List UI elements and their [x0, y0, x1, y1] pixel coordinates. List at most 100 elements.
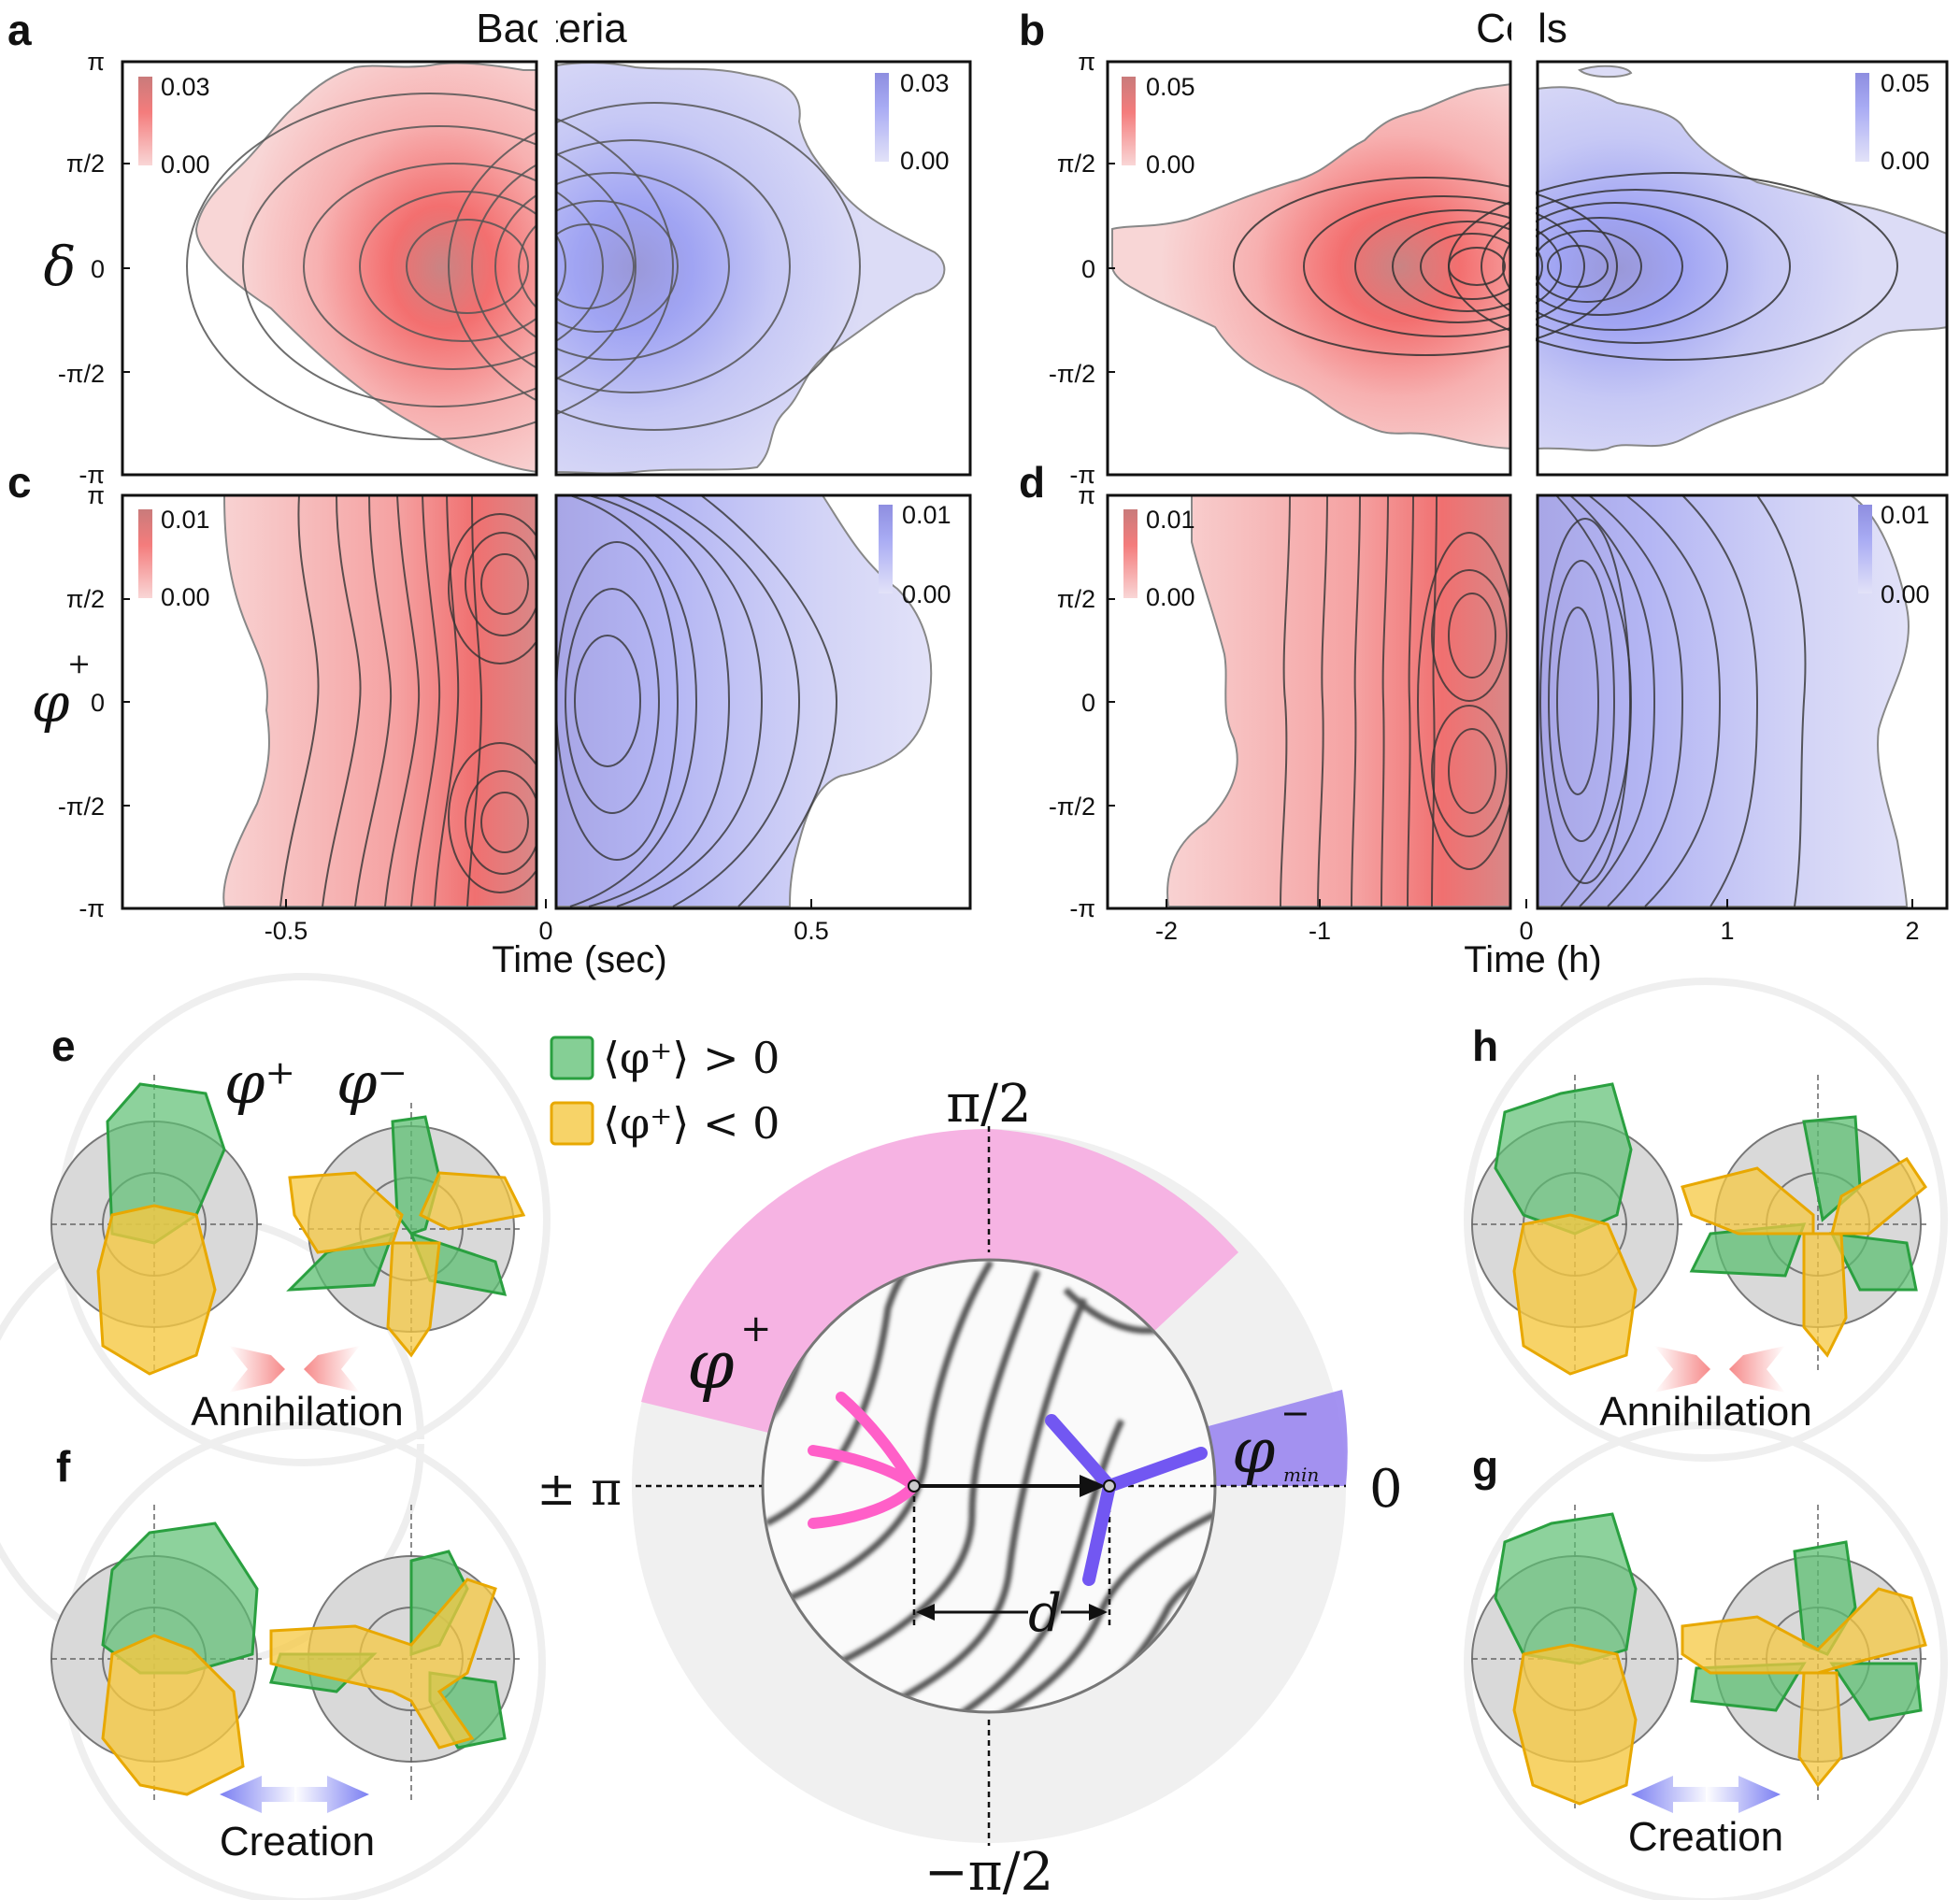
diagram-left-label: ± π: [536, 1462, 622, 1516]
cb-a-red-min: 0.00: [161, 150, 210, 179]
diagram-right-label: 0: [1369, 1459, 1403, 1520]
xtitle-cells: Time (h): [1464, 939, 1601, 980]
ytick-b-1: π: [1078, 48, 1095, 76]
contour-fill-c-red: [222, 494, 538, 907]
xtick-bac-1: -0.5: [265, 917, 308, 945]
diagram-phi-plus-sup: +: [740, 1307, 772, 1350]
legend-swatch-yellow: [550, 1101, 594, 1146]
ytick-b-5: -π: [1069, 461, 1095, 489]
ytick-b-3: 0: [1081, 255, 1095, 283]
y-label-phi: φ: [32, 671, 70, 735]
ytick-d-5: -π: [1069, 894, 1095, 922]
cb-c-red-max: 0.01: [161, 506, 210, 534]
ytick-d-3: 0: [1081, 689, 1095, 717]
contour-fill-a-red: [194, 62, 538, 474]
panel-letter-f: f: [56, 1442, 71, 1491]
ytick-c-4: -π/2: [58, 793, 105, 821]
contour-fill-d-red: [1166, 494, 1512, 907]
xtick-cell-4: 1: [1720, 917, 1734, 945]
contour-fill-b-blue: [1537, 86, 1948, 451]
polar-g-left: [1471, 1505, 1682, 1808]
cb-b-red-min: 0.00: [1146, 150, 1195, 179]
panel-b: 0.05 0.00 0.05 0.00: [1106, 0, 1949, 486]
label-annihilation-h: Annihilation: [1599, 1389, 1812, 1435]
xtick-cell-2: -1: [1309, 917, 1331, 945]
legend-yellow-label: ⟨φ⁺⟩ < 0: [603, 1098, 780, 1149]
polar-f-right: [269, 1505, 523, 1804]
polar-g-right: [1681, 1505, 1930, 1804]
cb-c-blue-min: 0.00: [902, 580, 951, 608]
polar-e-right: [286, 1103, 526, 1358]
cb-b-red-max: 0.05: [1146, 73, 1195, 101]
xtitle-bacteria: Time (sec): [492, 939, 666, 980]
ytick-c-5: -π: [79, 894, 105, 922]
ytick-c-1: π: [87, 481, 105, 509]
center-diagram: d π/2 −π/2 ± π 0 φ + φ − min: [536, 1074, 1402, 1900]
polar-e-left: [50, 1075, 262, 1376]
panel-c: 0.01 0.00 0.01 0.00: [121, 481, 972, 921]
label-creation-f: Creation: [220, 1819, 375, 1864]
panel-letter-e: e: [51, 1021, 76, 1070]
xtick-cell-1: -2: [1155, 917, 1178, 945]
contour-fill-c-blue: [555, 494, 933, 907]
xtick-cell-3: 0: [1519, 917, 1533, 945]
xtick-bac-2: 0: [538, 917, 552, 945]
panel-letter-d: d: [1019, 458, 1045, 507]
panel-a: 0.03 0.00 0.03 0.00: [121, 0, 972, 486]
ytick-b-2: π/2: [1057, 150, 1095, 178]
legend: ⟨φ⁺⟩ > 0 ⟨φ⁺⟩ < 0: [550, 1033, 780, 1149]
label-annihilation-e: Annihilation: [191, 1389, 404, 1435]
xtick-cell-5: 2: [1905, 917, 1919, 945]
panel-letter-h: h: [1472, 1021, 1498, 1070]
cb-c-blue-max: 0.01: [902, 501, 951, 529]
ytick-b-4: -π/2: [1049, 360, 1095, 388]
panel-letter-c: c: [7, 458, 32, 507]
diagram-phi-plus: φ: [687, 1325, 735, 1404]
polar-f-left: [50, 1505, 262, 1804]
cb-b-blue-max: 0.05: [1881, 69, 1930, 97]
cb-d-blue-max: 0.01: [1881, 501, 1930, 529]
ytick-a-4: -π/2: [58, 360, 105, 388]
diagram-phi-minus-sub: min: [1283, 1464, 1319, 1486]
polar-h-right: [1681, 1075, 1930, 1374]
cb-a-blue-min: 0.00: [900, 147, 950, 175]
ytick-d-4: -π/2: [1049, 793, 1095, 821]
cb-a-red-max: 0.03: [161, 73, 210, 101]
label-phi-minus-e: φ⁻: [336, 1049, 408, 1117]
cb-a-blue-max: 0.03: [900, 69, 950, 97]
y-ticks-d: π π/2 0 -π/2 -π: [1049, 481, 1095, 922]
contour-fill-d-blue: [1537, 494, 1910, 907]
label-phi-plus-e: φ⁺: [224, 1049, 295, 1117]
diagram-top-label: π/2: [946, 1074, 1031, 1135]
polar-h-left: [1471, 1075, 1682, 1376]
ytick-a-5: -π: [79, 461, 105, 489]
ytick-a-2: π/2: [66, 150, 105, 178]
cb-b-blue-min: 0.00: [1881, 147, 1930, 175]
ytick-d-1: π: [1078, 481, 1095, 509]
y-label-delta: δ: [44, 235, 77, 298]
distance-label: d: [1028, 1583, 1062, 1644]
diagram-bottom-label: −π/2: [924, 1842, 1053, 1900]
legend-green-label: ⟨φ⁺⟩ > 0: [603, 1033, 780, 1083]
y-ticks-b: π π/2 0 -π/2 -π: [1049, 48, 1095, 489]
y-ticks-c: π π/2 0 -π/2 -π: [58, 481, 105, 922]
panel-letter-b: b: [1019, 6, 1045, 54]
diagram-phi-minus: φ: [1232, 1415, 1275, 1487]
diagram-phi-minus-sup: −: [1280, 1393, 1310, 1434]
ytick-d-2: π/2: [1057, 585, 1095, 613]
ytick-a-3: 0: [91, 255, 105, 283]
minus-half-defect: [1045, 1414, 1208, 1586]
legend-swatch-green: [550, 1036, 594, 1080]
xtick-bac-3: 0.5: [794, 917, 829, 945]
y-ticks-a: π π/2 0 -π/2 -π: [58, 48, 105, 489]
panel-letter-a: a: [7, 6, 32, 54]
cb-d-blue-min: 0.00: [1881, 580, 1930, 608]
y-label-phi-sup: +: [67, 648, 91, 680]
ytick-a-1: π: [87, 48, 105, 76]
ytick-c-3: 0: [91, 689, 105, 717]
cb-d-red-max: 0.01: [1146, 506, 1195, 534]
panel-letter-g: g: [1472, 1442, 1498, 1491]
contour-fill-a-blue: [555, 62, 946, 475]
cb-c-red-min: 0.00: [161, 583, 210, 611]
contour-fill-b-red: [1111, 82, 1512, 450]
